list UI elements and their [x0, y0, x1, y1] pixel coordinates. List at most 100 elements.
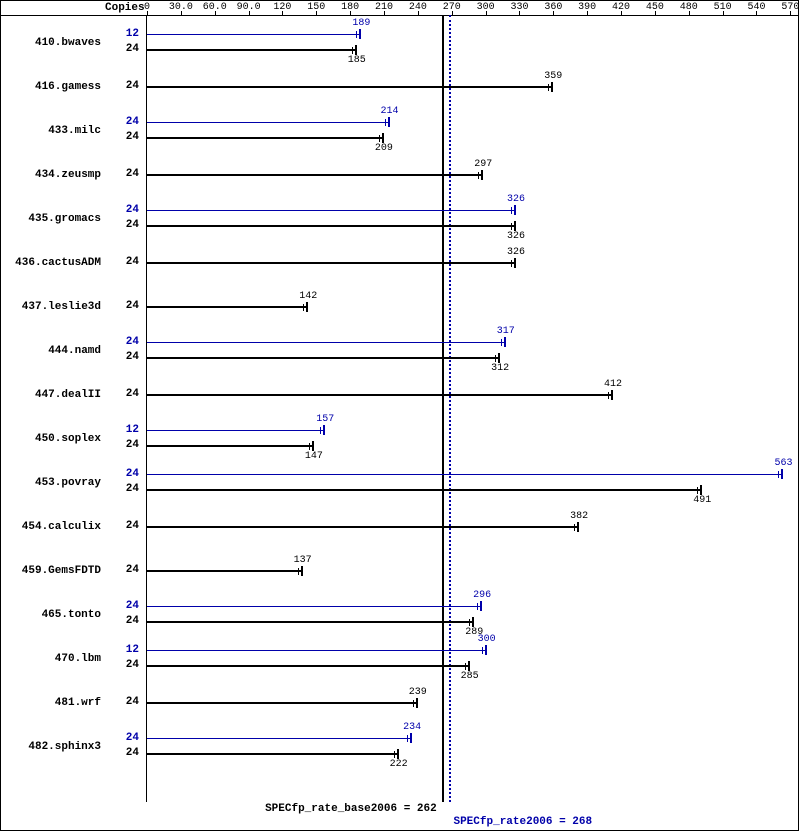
axis-tick-mark — [282, 11, 283, 15]
copies-peak: 12 — [109, 644, 139, 656]
bar-base — [147, 526, 578, 528]
value-label-base: 382 — [570, 511, 588, 522]
axis-tick-mark — [689, 11, 690, 15]
ref-label-base: SPECfp_rate_base2006 = 262 — [265, 803, 437, 815]
copies-base: 24 — [109, 219, 139, 231]
bar-tick-peak — [323, 425, 325, 435]
benchmark-name: 470.lbm — [1, 653, 101, 665]
copies-base: 24 — [109, 351, 139, 363]
benchmark-row: 454.calculix24382 — [1, 505, 798, 549]
bar-base — [147, 262, 515, 264]
benchmark-row: 482.sphinx32423424222 — [1, 725, 798, 769]
axis-tick-mark — [249, 11, 250, 15]
bar-tick-peak-minor — [501, 339, 502, 346]
value-label-peak: 317 — [497, 326, 515, 337]
bar-tick-base — [498, 353, 500, 363]
copies-base: 24 — [109, 256, 139, 268]
copies-base: 24 — [109, 388, 139, 400]
bar-base — [147, 86, 552, 88]
benchmark-row: 434.zeusmp24297 — [1, 153, 798, 197]
bar-base — [147, 137, 383, 139]
copies-peak: 24 — [109, 732, 139, 744]
benchmark-name: 436.cactusADM — [1, 257, 101, 269]
axis-tick-mark — [587, 11, 588, 15]
bar-tick-base — [551, 82, 553, 92]
axis-tick-mark — [147, 11, 148, 15]
bar-tick-peak-minor — [511, 207, 512, 214]
benchmark-name: 450.soplex — [1, 433, 101, 445]
copies-base: 24 — [109, 131, 139, 143]
axis-tick-mark — [316, 11, 317, 15]
benchmark-row: 433.milc2421424209 — [1, 109, 798, 153]
bar-tick-base-minor — [548, 84, 549, 91]
bar-tick-base-minor — [413, 700, 414, 707]
bar-tick-peak-minor — [482, 647, 483, 654]
copies-base: 24 — [109, 439, 139, 451]
copies-header-label: Copies — [105, 2, 145, 14]
benchmark-row: 459.GemsFDTD24137 — [1, 549, 798, 593]
benchmark-name: 444.namd — [1, 345, 101, 357]
axis-tick-mark — [723, 11, 724, 15]
axis-tick-mark — [756, 11, 757, 15]
bar-tick-base — [301, 566, 303, 576]
value-label-base: 239 — [409, 687, 427, 698]
bar-tick-peak-minor — [320, 427, 321, 434]
bar-tick-base — [397, 749, 399, 759]
benchmark-row: 435.gromacs2432624326 — [1, 197, 798, 241]
bar-peak — [147, 474, 782, 475]
copies-peak: 24 — [109, 468, 139, 480]
bar-base — [147, 665, 469, 667]
bar-tick-base-minor — [697, 487, 698, 494]
copies-peak: 24 — [109, 336, 139, 348]
bar-tick-base-minor — [465, 663, 466, 670]
axis-header: Copies 030.060.090.012015018021024027030… — [1, 1, 798, 16]
axis-tick-mark — [452, 11, 453, 15]
bar-tick-base — [700, 485, 702, 495]
bar-tick-peak — [781, 469, 783, 479]
copies-base: 24 — [109, 43, 139, 55]
copies-peak: 12 — [109, 28, 139, 40]
bar-tick-base-minor — [511, 260, 512, 267]
bar-tick-base — [382, 133, 384, 143]
bar-peak — [147, 650, 486, 651]
value-label-peak: 157 — [316, 414, 334, 425]
value-label-peak: 189 — [352, 18, 370, 29]
axis-tick-mark — [350, 11, 351, 15]
benchmark-name: 482.sphinx3 — [1, 741, 101, 753]
bar-tick-base-minor — [298, 568, 299, 575]
benchmark-name: 437.leslie3d — [1, 301, 101, 313]
benchmark-name: 447.dealII — [1, 389, 101, 401]
bar-tick-base — [514, 221, 516, 231]
value-label-base: 222 — [390, 759, 408, 770]
bar-tick-base-minor — [394, 751, 395, 758]
bar-tick-peak — [514, 205, 516, 215]
copies-base: 24 — [109, 520, 139, 532]
bar-tick-base — [306, 302, 308, 312]
benchmark-name: 433.milc — [1, 125, 101, 137]
bar-tick-base — [468, 661, 470, 671]
copies-peak: 12 — [109, 424, 139, 436]
bar-tick-base — [472, 617, 474, 627]
benchmark-row: 410.bwaves1218924185 — [1, 21, 798, 65]
value-label-base: 142 — [299, 291, 317, 302]
copies-base: 24 — [109, 300, 139, 312]
bar-tick-peak-minor — [356, 31, 357, 38]
bar-tick-base-minor — [511, 223, 512, 230]
bar-tick-peak-minor — [477, 603, 478, 610]
axis-tick-mark — [181, 11, 182, 15]
axis-tick-mark — [655, 11, 656, 15]
bar-tick-peak-minor — [385, 119, 386, 126]
benchmark-name: 453.povray — [1, 477, 101, 489]
axis-tick-mark — [790, 11, 791, 15]
bar-tick-base-minor — [352, 47, 353, 54]
bar-peak — [147, 430, 324, 431]
value-label-peak: 214 — [381, 106, 399, 117]
bar-tick-base — [481, 170, 483, 180]
bar-peak — [147, 606, 481, 607]
spec-chart: Copies 030.060.090.012015018021024027030… — [0, 0, 799, 831]
bar-tick-base-minor — [608, 392, 609, 399]
bar-peak — [147, 738, 411, 739]
value-label-base: 137 — [294, 555, 312, 566]
bar-base — [147, 357, 499, 359]
bar-base — [147, 753, 398, 755]
